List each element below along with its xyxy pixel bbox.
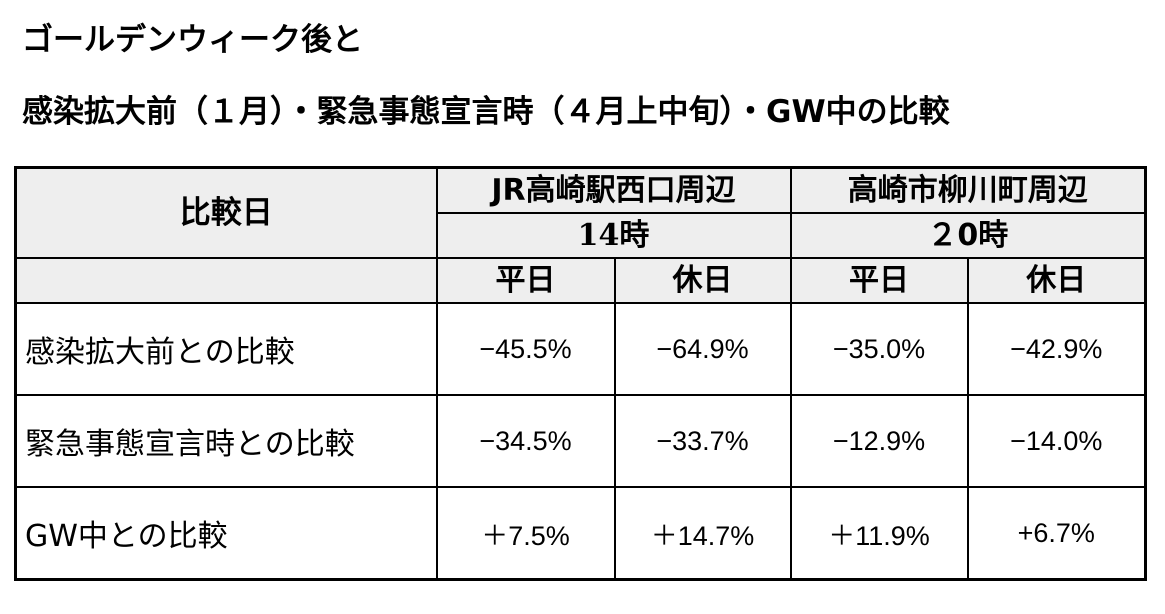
- value-cell: −33.7%: [613, 394, 792, 488]
- value-cell: −64.9%: [613, 302, 792, 396]
- location-header-jr-takasaki: JR高崎駅西口周辺: [435, 166, 792, 214]
- value-cell: −12.9%: [789, 394, 969, 488]
- row-label: GW中との比較: [14, 486, 438, 581]
- value-cell: ＋11.9%: [789, 486, 969, 581]
- day-type-header: 平日: [435, 257, 616, 304]
- value-cell: −42.9%: [966, 302, 1147, 396]
- title-line-2: 感染拡大前（１月）・緊急事態宣言時（４月上中旬）・GW中の比較: [22, 94, 950, 130]
- value-cell: −35.0%: [789, 302, 969, 396]
- title-line-1: ゴールデンウィーク後と: [22, 22, 363, 58]
- value-cell: ＋14.7%: [613, 486, 792, 581]
- header-row-times: 14時 ２0時: [16, 212, 1147, 259]
- time-header-jr-takasaki: 14時: [435, 212, 792, 259]
- value-cell: +6.7%: [966, 486, 1147, 581]
- table-row: GW中との比較 ＋7.5% ＋14.7% ＋11.9% +6.7%: [14, 486, 1147, 581]
- time-header-yanagawa: ２0時: [789, 212, 1147, 259]
- value-cell: ＋7.5%: [435, 486, 616, 581]
- value-cell: −34.5%: [435, 394, 616, 488]
- header-row-day-types: 平日 休日 平日 休日: [14, 257, 1147, 304]
- comparison-table: 比較日 JR高崎駅西口周辺 高崎市柳川町周辺 14時 ２0時 平日 休日 平日 …: [14, 166, 1148, 581]
- table-row: 緊急事態宣言時との比較 −34.5% −33.7% −12.9% −14.0%: [14, 394, 1147, 488]
- corner-header-continued: [14, 257, 438, 304]
- corner-header: 比較日: [14, 166, 438, 259]
- row-label: 感染拡大前との比較: [14, 302, 438, 396]
- day-type-header: 休日: [966, 257, 1147, 304]
- day-type-header: 休日: [613, 257, 792, 304]
- row-label: 緊急事態宣言時との比較: [14, 394, 438, 488]
- location-header-yanagawa: 高崎市柳川町周辺: [789, 166, 1147, 214]
- value-cell: −45.5%: [435, 302, 616, 396]
- day-type-header: 平日: [789, 257, 969, 304]
- value-cell: −14.0%: [966, 394, 1147, 488]
- header-row-locations: 比較日 JR高崎駅西口周辺 高崎市柳川町周辺: [14, 166, 1147, 259]
- table-row: 感染拡大前との比較 −45.5% −64.9% −35.0% −42.9%: [14, 302, 1147, 396]
